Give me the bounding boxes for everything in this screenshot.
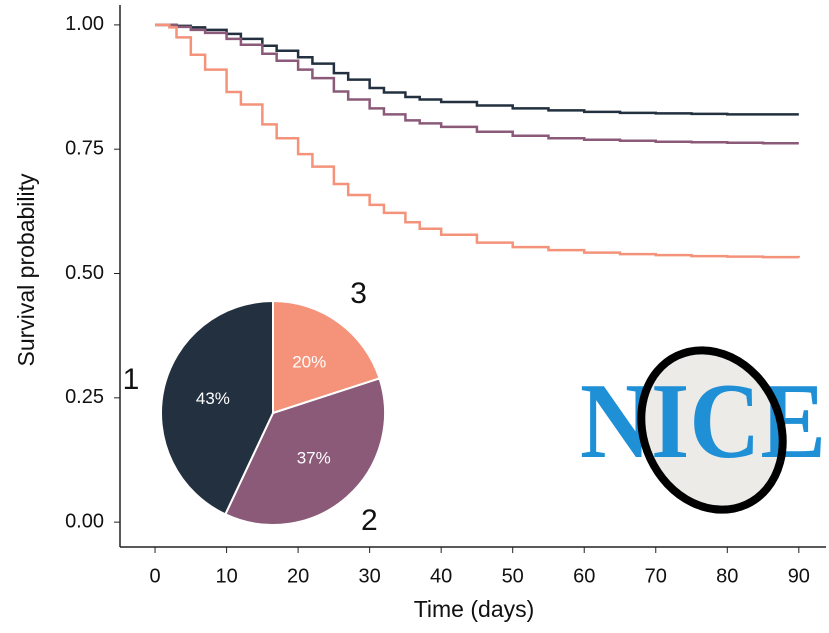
y-tick-label: 1.00 [65, 13, 104, 35]
pie-slice [160, 299, 274, 516]
y-axis-title: Survival probability [13, 173, 39, 367]
x-tick-label: 20 [287, 565, 309, 587]
x-tick-label: 30 [359, 565, 381, 587]
x-tick-label: 10 [215, 565, 237, 587]
pie-slice [223, 377, 386, 526]
x-tick-label: 60 [573, 565, 595, 587]
logo-ring [637, 346, 787, 514]
y-tick-label: 0.50 [65, 262, 104, 284]
slice-category-label: 1 [123, 363, 140, 396]
x-tick-label: 0 [149, 565, 160, 587]
y-tick-label: 0.00 [65, 510, 104, 532]
x-tick-label: 80 [716, 565, 738, 587]
y-tick-label: 0.25 [65, 386, 104, 408]
x-axis-title: Time (days) [414, 596, 535, 622]
slice-category-label: 3 [350, 277, 367, 310]
survival-curve [155, 23, 799, 116]
y-tick-label: 0.75 [65, 137, 104, 159]
slice-value-label: 43% [196, 389, 230, 408]
logo: NICE [580, 362, 826, 481]
logo-lens [641, 350, 783, 510]
pie-slice [272, 299, 381, 415]
slice-value-label: 37% [297, 449, 331, 468]
x-tick-label: 50 [502, 565, 524, 587]
x-tick-label: 90 [788, 565, 810, 587]
survival-curve [155, 23, 799, 145]
slice-category-label: 2 [361, 504, 378, 537]
x-tick-label: 70 [645, 565, 667, 587]
slice-value-label: 20% [292, 353, 326, 372]
survival-curve [155, 23, 801, 259]
x-tick-label: 40 [430, 565, 452, 587]
